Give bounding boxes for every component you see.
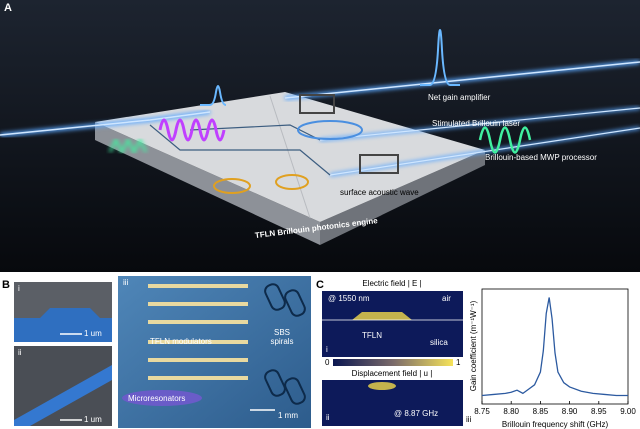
panel-label: C xyxy=(316,279,324,291)
waveguides xyxy=(0,60,640,177)
colorbar-label: 0 xyxy=(325,358,330,367)
panel-label: ii xyxy=(18,348,22,357)
field-label: @ 8.87 GHz xyxy=(394,409,438,418)
x-axis-label: Brillouin frequency shift (GHz) xyxy=(502,420,609,429)
annotation: surface acoustic wave xyxy=(340,188,419,197)
panel-label: i xyxy=(18,284,20,293)
x-tick-label: 8.85 xyxy=(533,407,549,416)
spirals xyxy=(264,283,306,405)
field-title: Displacement field | u | xyxy=(352,369,433,378)
panel-label: iii xyxy=(123,278,129,287)
scale-label: 1 um xyxy=(84,329,102,338)
colorbar xyxy=(333,359,453,366)
waveguide-view xyxy=(14,365,112,426)
gain-curve xyxy=(481,297,628,397)
region-label: SBS spirals xyxy=(270,328,294,346)
ring-resonator xyxy=(275,174,309,190)
scale-label: 1 um xyxy=(84,415,102,424)
scale-label: 1 mm xyxy=(278,411,298,420)
wave-icon xyxy=(108,137,148,155)
field-mode xyxy=(352,312,412,320)
y-axis-label: Gain coefficient (m⁻¹W⁻¹) xyxy=(469,300,478,391)
annotation: Brillouin-based MWP processor xyxy=(485,153,597,162)
wave-icon xyxy=(478,126,532,154)
region-label: TFLN modulators xyxy=(150,337,212,346)
x-tick-label: 8.80 xyxy=(503,407,519,416)
panel-label: i xyxy=(326,345,328,354)
spiral xyxy=(299,94,335,114)
annotation: Stimulated Brillouin laser xyxy=(432,119,520,128)
pulse-icon xyxy=(200,85,227,106)
annotation: Net gain amplifier xyxy=(428,93,491,102)
x-tick-label: 8.90 xyxy=(562,407,578,416)
field-map xyxy=(322,291,463,357)
ring-laser xyxy=(297,120,363,140)
spiral xyxy=(359,154,399,174)
region-label: Microresonators xyxy=(128,394,185,403)
field-mode xyxy=(368,382,396,390)
field-label: silica xyxy=(430,338,448,347)
field-label: air xyxy=(442,294,451,303)
panel-label: A xyxy=(4,2,12,14)
waveguide-section xyxy=(14,308,112,342)
modulator-coil xyxy=(158,118,226,142)
colorbar-label: 1 xyxy=(456,358,461,367)
x-tick-label: 9.00 xyxy=(620,407,636,416)
plot-frame xyxy=(481,288,629,405)
modulator-bars xyxy=(148,284,248,380)
field-label: TFLN xyxy=(362,331,382,340)
x-tick-label: 8.95 xyxy=(591,407,607,416)
panel-label: iii xyxy=(466,415,472,424)
field-label: @ 1550 nm xyxy=(328,294,370,303)
resonator-region xyxy=(122,390,202,406)
field-title: Electric field | E | xyxy=(362,279,421,288)
panel-label: ii xyxy=(326,413,330,422)
ring-resonator xyxy=(213,178,251,194)
x-tick-label: 8.75 xyxy=(474,407,490,416)
panel-label: B xyxy=(2,279,10,291)
pulse-icon xyxy=(420,29,460,86)
